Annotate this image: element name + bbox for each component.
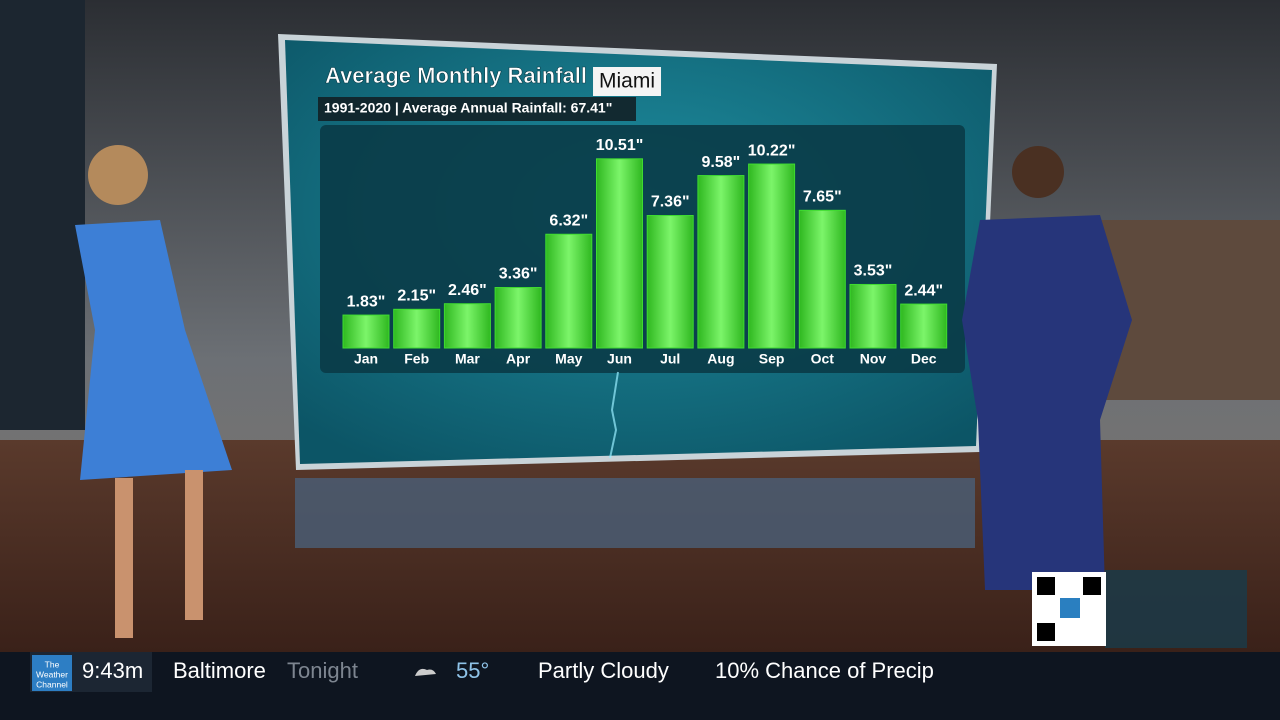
- x-tick-label: Aug: [707, 351, 734, 367]
- value-label: 2.15": [397, 288, 436, 305]
- x-tick-label: Sep: [759, 351, 785, 367]
- weather-icon: [415, 668, 436, 676]
- bar: [697, 175, 745, 349]
- studio-column: [0, 0, 85, 430]
- bar: [545, 233, 593, 349]
- presenter-left: [75, 145, 232, 638]
- x-tick-label: Mar: [455, 351, 480, 367]
- ticker-bar: [0, 652, 1280, 720]
- bar: [596, 158, 643, 349]
- value-label: 10.51": [596, 137, 644, 154]
- value-label: 2.44": [904, 282, 943, 299]
- qr-corner: [1037, 577, 1055, 595]
- bar: [849, 283, 897, 349]
- value-label: 1.83": [347, 293, 386, 310]
- x-tick-label: Dec: [911, 351, 937, 367]
- qr-logo: [1060, 598, 1080, 618]
- bar: [494, 287, 542, 349]
- logo-text: Weather: [36, 669, 68, 679]
- x-tick-label: Apr: [506, 351, 531, 367]
- value-label: 7.65": [803, 189, 842, 206]
- x-tick-label: Nov: [860, 351, 887, 367]
- ticker-temperature: 55°: [456, 658, 489, 683]
- x-tick-label: Jul: [660, 351, 680, 367]
- qr-corner: [1037, 623, 1055, 641]
- logo-text: Channel: [36, 679, 68, 689]
- lightning: [609, 371, 619, 459]
- x-tick-label: May: [555, 351, 582, 367]
- bar: [443, 303, 491, 349]
- location: Miami: [599, 70, 655, 93]
- subtitle-box: [318, 97, 636, 121]
- value-label: 7.36": [651, 194, 690, 211]
- ticker-time: 9:43m: [82, 658, 143, 683]
- ticker-city: Baltimore: [173, 658, 266, 683]
- bar: [748, 163, 796, 349]
- value-label: 3.36": [499, 266, 538, 283]
- ticker-period: Tonight: [287, 658, 358, 683]
- bar: [900, 303, 948, 349]
- logo-text: The: [45, 659, 60, 669]
- screen-stand: [295, 478, 975, 548]
- qr-corner: [1083, 577, 1101, 595]
- x-tick-label: Oct: [811, 351, 835, 367]
- value-label: 6.32": [549, 212, 588, 229]
- x-tick-label: Jan: [354, 351, 378, 367]
- bar: [393, 308, 441, 349]
- bar: [342, 314, 390, 349]
- bar: [798, 209, 846, 349]
- x-tick-label: Jun: [607, 351, 632, 367]
- presenter-right: [962, 146, 1132, 590]
- value-label: 9.58": [702, 154, 741, 171]
- subtitle: 1991-2020 | Average Annual Rainfall: 67.…: [324, 100, 612, 116]
- ticker-condition: Partly Cloudy: [538, 658, 669, 683]
- value-label: 10.22": [748, 142, 796, 159]
- value-label: 2.46": [448, 282, 487, 299]
- value-label: 3.53": [854, 263, 893, 280]
- promo-panel: [1105, 570, 1247, 648]
- logo-box: [32, 655, 72, 691]
- bar: [646, 215, 694, 349]
- ticker-precip: 10% Chance of Precip: [715, 658, 934, 683]
- location-badge: [593, 67, 662, 96]
- x-tick-label: Feb: [404, 351, 429, 367]
- chart-title: Average Monthly Rainfall: [325, 63, 587, 88]
